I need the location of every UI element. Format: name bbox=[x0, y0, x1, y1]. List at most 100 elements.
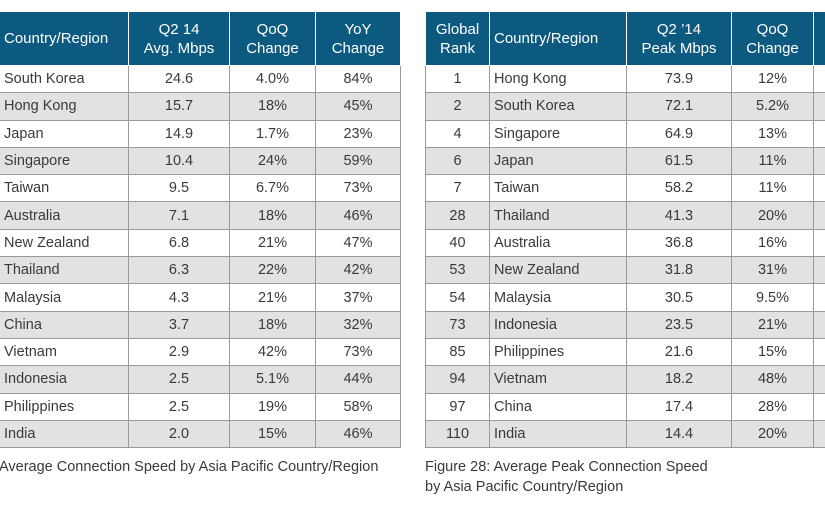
table-row: 73 Indonesia 23.5 21% bbox=[425, 310, 825, 339]
peak-speed-header-row: Global Rank Country/Region Q2 ’14 Peak Mbps Q… bbox=[425, 11, 825, 66]
table-cell: 53 bbox=[425, 256, 490, 285]
table-cell: Hong Kong bbox=[0, 92, 129, 121]
column-header-line: Peak Mbps bbox=[641, 39, 717, 57]
table-cell: 46% bbox=[315, 419, 401, 449]
column-header: Q2 14 Avg. Mbps bbox=[128, 11, 230, 66]
avg-speed-caption: Average Connection Speed by Asia Pacific… bbox=[0, 459, 379, 475]
table-row: Singapore 10.4 24% 59% bbox=[0, 146, 401, 176]
column-header-line: Avg. Mbps bbox=[143, 39, 215, 57]
peak-speed-caption-line2: by Asia Pacific Country/Region bbox=[425, 479, 624, 495]
table-row: 85 Philippines 21.6 15% bbox=[425, 337, 825, 367]
table-cell bbox=[813, 174, 825, 203]
avg-speed-header-row: Country/Region Q2 14 Avg. Mbps QoQ Change YoY… bbox=[0, 11, 401, 66]
table-cell: 9.5% bbox=[731, 283, 814, 312]
table-row: 4 Singapore 64.9 13% bbox=[425, 119, 825, 148]
column-header-line: Change bbox=[246, 39, 299, 57]
table-cell: 10.4 bbox=[128, 146, 230, 176]
table-cell: 16% bbox=[731, 228, 814, 258]
table-row: 40 Australia 36.8 16% bbox=[425, 228, 825, 258]
table-cell: 4 bbox=[425, 119, 490, 148]
table-cell: Vietnam bbox=[489, 365, 627, 394]
table-cell: 1.7% bbox=[229, 119, 316, 148]
table-cell: 2.5 bbox=[128, 392, 230, 421]
table-cell: 7 bbox=[425, 174, 490, 203]
table-cell bbox=[813, 119, 825, 148]
table-cell: Philippines bbox=[0, 392, 129, 421]
table-row: Hong Kong 15.7 18% 45% bbox=[0, 92, 401, 121]
table-cell bbox=[813, 64, 825, 94]
table-cell: 45% bbox=[315, 92, 401, 121]
table-cell: 15% bbox=[229, 419, 316, 449]
table-cell: 54 bbox=[425, 283, 490, 312]
table-cell: South Korea bbox=[0, 64, 129, 94]
avg-speed-table: Country/Region Q2 14 Avg. Mbps QoQ Change YoY… bbox=[0, 11, 401, 449]
column-header: Country/Region bbox=[0, 11, 129, 66]
peak-speed-body: 1 Hong Kong 73.9 12% 2 South Korea 72.1 5.2% 4 Si… bbox=[425, 64, 825, 449]
table-cell: 20% bbox=[731, 419, 814, 449]
table-cell: 7.1 bbox=[128, 201, 230, 230]
table-cell: 31.8 bbox=[626, 256, 732, 285]
table-cell: New Zealand bbox=[489, 256, 627, 285]
table-cell bbox=[813, 283, 825, 312]
table-cell: 18% bbox=[229, 310, 316, 339]
table-cell: Singapore bbox=[489, 119, 627, 148]
table-cell: Australia bbox=[489, 228, 627, 258]
table-cell: 17.4 bbox=[626, 392, 732, 421]
table-row: India 2.0 15% 46% bbox=[0, 419, 401, 449]
table-cell: 73% bbox=[315, 174, 401, 203]
table-cell: 42% bbox=[229, 337, 316, 367]
table-cell: Taiwan bbox=[489, 174, 627, 203]
table-row: Philippines 2.5 19% 58% bbox=[0, 392, 401, 421]
table-cell bbox=[813, 337, 825, 367]
table-cell: 1 bbox=[425, 64, 490, 94]
table-cell: 5.2% bbox=[731, 92, 814, 121]
table-cell: Hong Kong bbox=[489, 64, 627, 94]
table-row: 2 South Korea 72.1 5.2% bbox=[425, 92, 825, 121]
table-row: 6 Japan 61.5 11% bbox=[425, 146, 825, 176]
table-cell: 58% bbox=[315, 392, 401, 421]
table-cell: Taiwan bbox=[0, 174, 129, 203]
column-header: YoY Change bbox=[315, 11, 401, 66]
column-header: Country/Region bbox=[489, 11, 627, 66]
column-header-line: Country/Region bbox=[4, 30, 109, 47]
table-cell: 15% bbox=[731, 337, 814, 367]
table-cell: 47% bbox=[315, 228, 401, 258]
table-cell: 15.7 bbox=[128, 92, 230, 121]
table-cell: 61.5 bbox=[626, 146, 732, 176]
table-row: Indonesia 2.5 5.1% 44% bbox=[0, 365, 401, 394]
table-cell: Thailand bbox=[489, 201, 627, 230]
table-cell: 14.9 bbox=[128, 119, 230, 148]
table-cell: 73.9 bbox=[626, 64, 732, 94]
table-cell: Vietnam bbox=[0, 337, 129, 367]
table-cell: China bbox=[0, 310, 129, 339]
table-cell bbox=[813, 146, 825, 176]
table-row: 28 Thailand 41.3 20% bbox=[425, 201, 825, 230]
peak-speed-caption-line1: Figure 28: Average Peak Connection Speed bbox=[425, 459, 708, 475]
table-cell: 13% bbox=[731, 119, 814, 148]
column-header: QoQ Change bbox=[731, 11, 814, 66]
peak-speed-caption: Figure 28: Average Peak Connection Speed… bbox=[425, 457, 755, 497]
table-cell: 46% bbox=[315, 201, 401, 230]
table-cell bbox=[813, 365, 825, 394]
table-cell: 110 bbox=[425, 419, 490, 449]
table-cell: Singapore bbox=[0, 146, 129, 176]
table-cell: 58.2 bbox=[626, 174, 732, 203]
table-row: New Zealand 6.8 21% 47% bbox=[0, 228, 401, 258]
table-cell: Thailand bbox=[0, 256, 129, 285]
column-header-line: Change bbox=[746, 39, 799, 57]
table-cell: 97 bbox=[425, 392, 490, 421]
table-cell: Australia bbox=[0, 201, 129, 230]
table-cell: 12% bbox=[731, 64, 814, 94]
table-cell: 21.6 bbox=[626, 337, 732, 367]
column-header-line: Global bbox=[435, 20, 480, 38]
table-row: Japan 14.9 1.7% 23% bbox=[0, 119, 401, 148]
table-cell: 24% bbox=[229, 146, 316, 176]
table-cell: 14.4 bbox=[626, 419, 732, 449]
table-row: 53 New Zealand 31.8 31% bbox=[425, 256, 825, 285]
table-cell bbox=[813, 201, 825, 230]
table-cell: 85 bbox=[425, 337, 490, 367]
column-header-line: Q2 ’14 bbox=[656, 20, 702, 38]
table-cell: 41.3 bbox=[626, 201, 732, 230]
table-cell: 6.7% bbox=[229, 174, 316, 203]
table-cell: Japan bbox=[489, 146, 627, 176]
